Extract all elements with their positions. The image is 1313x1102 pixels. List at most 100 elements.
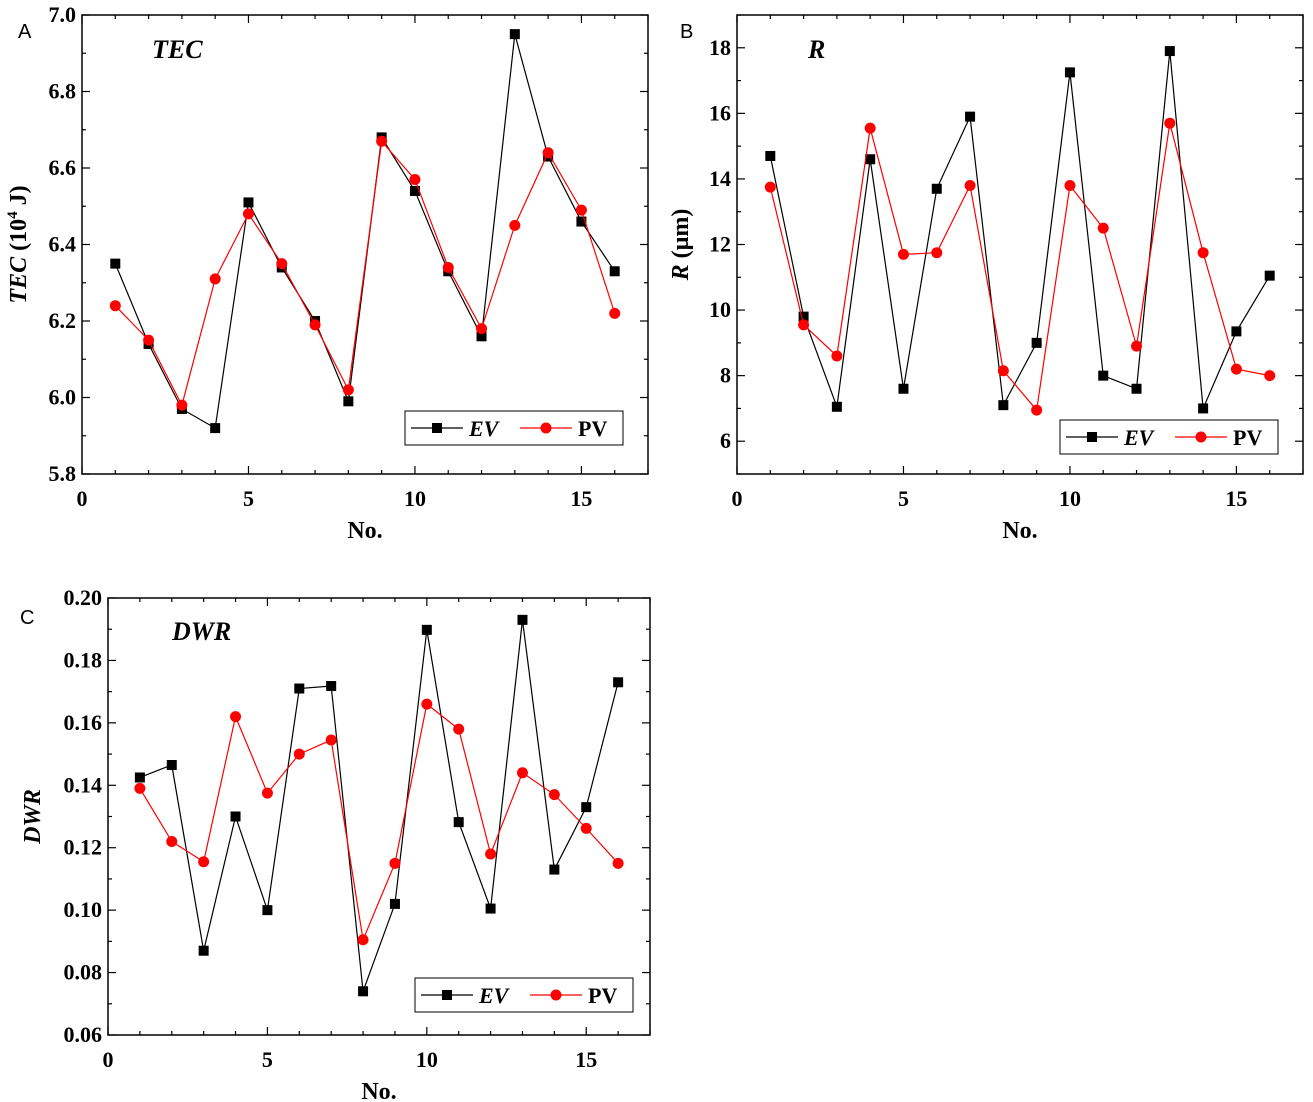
series-line-pv [139, 703, 619, 942]
x-axis-title: No. [1002, 518, 1037, 544]
x-tick-label: 10 [1059, 486, 1081, 511]
pv-point [964, 179, 976, 191]
legend-pv-marker [550, 989, 562, 1001]
plot-frame [107, 597, 651, 1036]
ev-point [343, 396, 354, 407]
y-tick-label: 5.8 [49, 461, 77, 486]
pv-point [831, 350, 843, 362]
x-tick-label: 5 [898, 486, 909, 511]
x-tick-label: 15 [575, 1047, 597, 1072]
pv-point [864, 122, 876, 134]
pv-point [242, 208, 254, 220]
x-tick-label: 10 [404, 486, 426, 511]
pv-point [342, 384, 354, 396]
y-tick-label: 14 [709, 166, 731, 191]
y-tick-label: 0.08 [64, 960, 103, 985]
ev-point [613, 677, 624, 688]
y-axis-title: R (µm) [668, 209, 694, 282]
y-tick-label: 6.4 [49, 232, 77, 257]
ev-point [198, 945, 209, 956]
x-axis-title: No. [361, 1079, 396, 1102]
ev-point [581, 802, 592, 813]
pv-point [1097, 222, 1109, 234]
ev-point [865, 154, 876, 165]
pv-point [389, 857, 401, 869]
legend-pv-marker [1195, 431, 1207, 443]
ev-point [576, 216, 587, 227]
x-axis-title: No. [347, 518, 382, 544]
y-tick-label: 6 [720, 428, 731, 453]
ev-point [965, 111, 976, 122]
y-tick-label: 0.20 [64, 585, 103, 610]
legend-ev-label: EV [478, 983, 511, 1008]
ev-point [453, 817, 464, 828]
pv-point [1264, 370, 1276, 382]
pv-point [798, 319, 810, 331]
panel-letter: B [680, 21, 693, 43]
pv-point [209, 273, 221, 285]
pv-point [276, 258, 288, 270]
panel-title: DWR [171, 617, 231, 646]
pv-point [897, 248, 909, 260]
legend-ev-label: EV [1123, 425, 1156, 450]
pv-point [261, 787, 273, 799]
pv-point [176, 399, 188, 411]
ev-point [1198, 403, 1209, 414]
x-tick-label: 15 [570, 486, 592, 511]
ev-point [210, 423, 221, 434]
panel-title: R [807, 35, 825, 64]
panel-title: TEC [152, 35, 203, 64]
pv-point [542, 147, 554, 159]
ev-point [326, 681, 337, 692]
x-tick-label: 5 [243, 486, 254, 511]
ev-point [110, 258, 121, 269]
pv-point [1131, 340, 1143, 352]
y-tick-label: 6.2 [49, 308, 77, 333]
pv-point [357, 934, 369, 946]
ev-point [1098, 370, 1109, 381]
legend: EV PV [404, 410, 624, 446]
ev-point [409, 185, 420, 196]
y-tick-label: 18 [709, 35, 731, 60]
panel-b: 0 5 10 15 6 8 10 12 14 16 18 No. R (µm) B R EV PV [668, 14, 1304, 544]
y-tick-label: 0.18 [64, 647, 103, 672]
pv-point [485, 848, 497, 860]
ev-point [230, 811, 241, 822]
pv-point [143, 334, 155, 346]
ev-point [243, 197, 254, 208]
legend-pv-label: PV [1233, 425, 1262, 450]
legend: EV PV [414, 977, 634, 1013]
legend-ev-marker [1087, 432, 1097, 442]
series-line-ev [114, 33, 616, 430]
ev-point [509, 29, 520, 40]
pv-point [376, 135, 388, 147]
ev-point [1264, 270, 1275, 281]
ev-point [1231, 326, 1242, 337]
pv-point [1064, 179, 1076, 191]
x-tick-label: 15 [1225, 486, 1247, 511]
legend-ev-marker [432, 423, 442, 433]
series-line-ev [139, 619, 619, 992]
pv-point [198, 856, 210, 868]
ev-point [765, 150, 776, 161]
pv-point [109, 300, 121, 312]
pv-point [1031, 404, 1043, 416]
plot-frame [736, 14, 1304, 475]
y-tick-label: 0.06 [64, 1022, 103, 1047]
y-tick-label: 6.6 [49, 155, 77, 180]
ev-point [389, 898, 400, 909]
ev-point [1064, 67, 1075, 78]
pv-point [421, 698, 433, 710]
y-tick-label: 0.16 [64, 710, 103, 735]
ev-point [166, 759, 177, 770]
x-tick-label: 0 [732, 486, 743, 511]
pv-point [409, 173, 421, 185]
x-tick-label: 10 [416, 1047, 438, 1072]
y-tick-label: 16 [709, 100, 731, 125]
y-tick-label: 0.10 [64, 897, 103, 922]
pv-point [609, 307, 621, 319]
x-tick-label: 0 [77, 486, 88, 511]
panel-letter: A [18, 21, 32, 43]
y-axis-title: DWR [20, 789, 46, 845]
